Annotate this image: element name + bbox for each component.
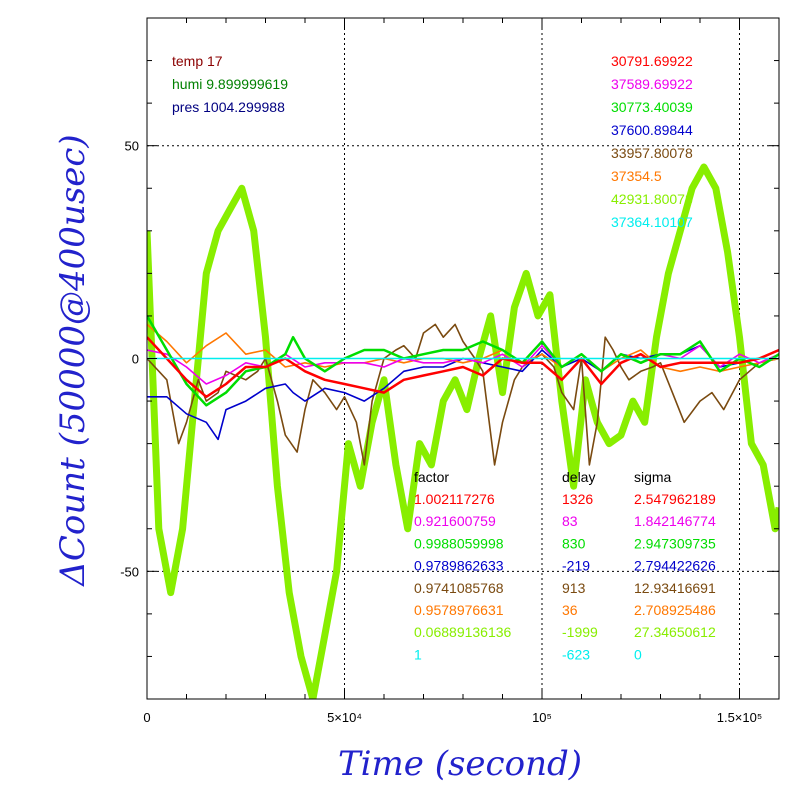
table-cell-delay: -219: [562, 558, 590, 574]
x-tick-label: 10⁵: [532, 710, 552, 725]
x-tick-label: 0: [143, 710, 150, 725]
series-line-5: [147, 323, 779, 373]
table-header-delay: delay: [562, 469, 595, 485]
table-cell-factor: 0.9988059998: [414, 535, 504, 551]
table-cell-factor: 1.002117276: [414, 491, 495, 507]
table-cell-sigma: 1.842146774: [634, 513, 716, 529]
table-cell-sigma: 2.947309735: [634, 535, 716, 551]
table-cell-factor: 1: [414, 646, 422, 662]
table-cell-delay: 913: [562, 580, 586, 596]
table-cell-delay: 83: [562, 513, 578, 529]
legend-bases: 30791.69922 37589.69922 30773.40039 37600.8…: [611, 53, 693, 230]
table-cell-factor: 0.06889136136: [414, 624, 512, 640]
table-cell-sigma: 12.93416691: [634, 580, 716, 596]
y-tick-label: -50: [120, 564, 139, 579]
stats-table: 1.002117276 1326 2.547962189 0.921600759 83 1…: [414, 491, 716, 662]
y-axis-title: ΔCount (50000@400usec): [53, 134, 93, 587]
legend-base-value: 30791.69922: [611, 53, 693, 69]
x-tick-label: 5×10⁴: [327, 710, 362, 725]
ticks: 0 5×10⁴ 10⁵ 1.5×10⁵ -50 0 50: [120, 18, 779, 725]
series-line-6: [147, 163, 779, 699]
legend-base-value: 37364.10107: [611, 214, 693, 230]
series-layer: [147, 163, 779, 699]
series-line-4: [147, 323, 779, 466]
table-cell-sigma: 2.794422626: [634, 558, 716, 574]
table-cell-delay: 36: [562, 602, 578, 618]
x-axis-title: Time (second): [338, 744, 582, 784]
series-line-0: [147, 336, 779, 399]
table-cell-factor: 0.9789862633: [414, 558, 504, 574]
legend-base-value: 37354.5: [611, 168, 662, 184]
x-tick-label: 1.5×10⁵: [717, 710, 763, 725]
table-cell-factor: 0.9741085768: [414, 580, 504, 596]
legend-base-value: 33957.80078: [611, 145, 693, 161]
table-header-sigma: sigma: [634, 469, 672, 485]
y-tick-label: 0: [132, 352, 139, 367]
env-temp: temp 17: [172, 53, 223, 69]
env-humi: humi 9.899999619: [172, 76, 288, 92]
table-cell-factor: 0.9578976631: [414, 602, 504, 618]
table-cell-sigma: 0: [634, 646, 642, 662]
legend-base-value: 30773.40039: [611, 99, 693, 115]
table-cell-sigma: 2.708925486: [634, 602, 716, 618]
y-tick-label: 50: [125, 139, 139, 154]
table-cell-delay: 1326: [562, 491, 593, 507]
table-cell-factor: 0.921600759: [414, 513, 496, 529]
table-cell-sigma: 2.547962189: [634, 491, 716, 507]
table-cell-sigma: 27.34650612: [634, 624, 716, 640]
legend-base-value: 37600.89844: [611, 122, 693, 138]
table-cell-delay: 830: [562, 535, 586, 551]
env-pres: pres 1004.299988: [172, 99, 285, 115]
legend-base-value: 37589.69922: [611, 76, 693, 92]
table-cell-delay: -623: [562, 646, 590, 662]
legend-base-value: 42931.80078: [611, 191, 693, 207]
series-line-2: [147, 315, 779, 407]
table-header-factor: factor: [414, 469, 449, 485]
table-cell-delay: -1999: [562, 624, 598, 640]
